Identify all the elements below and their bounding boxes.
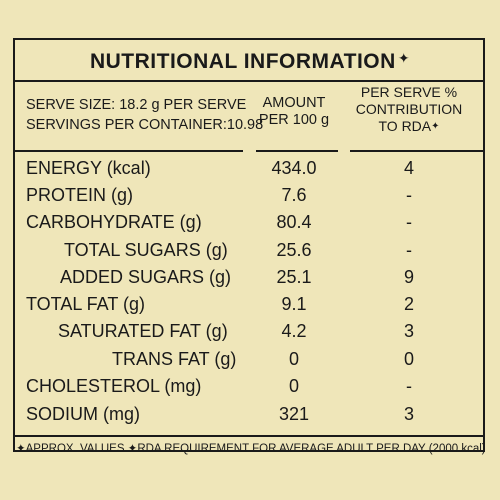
rda-percent: 0 [403, 349, 414, 369]
amount-per-100g: 434.0 [271, 158, 317, 178]
rda-percent: 3 [403, 321, 414, 341]
nutrient-label: CARBOHYDRATE (g) [26, 212, 202, 232]
amount-per-100g: 9.1 [281, 294, 307, 314]
amount-per-100g: 80.4 [276, 212, 312, 232]
nutrient-row-total-sugars: TOTAL SUGARS (g) 25.6 - [0, 237, 500, 265]
rda-header-line-3: TO RDA [378, 118, 432, 134]
nutrient-label: PROTEIN (g) [26, 185, 134, 205]
rda-header-line-2: CONTRIBUTION [355, 101, 463, 117]
rda-mark: ✦ [431, 121, 440, 132]
nutrient-row-carbohydrate: CARBOHYDRATE (g) 80.4 - [0, 209, 500, 237]
rda-percent: - [406, 240, 412, 260]
serve-size: SERVE SIZE: 18.2 g PER SERVE [26, 97, 247, 113]
nutrient-label: SATURATED FAT (g) [58, 321, 228, 341]
serving-info: SERVE SIZE: 18.2 g PER SERVE SERVINGS PE… [26, 95, 263, 135]
amount-per-100g: 4.2 [281, 321, 307, 341]
amount-per-100g: 0 [288, 349, 299, 369]
nutrient-row-energy: ENERGY (kcal) 434.0 4 [0, 155, 500, 183]
rda-header: PER SERVE % CONTRIBUTION TO RDA✦ [350, 84, 468, 135]
rda-percent: 9 [403, 267, 414, 287]
amount-header-line-2: PER 100 g [258, 112, 330, 128]
nutrient-label: TRANS FAT (g) [112, 349, 237, 369]
nutrient-label: ENERGY (kcal) [26, 158, 151, 178]
amount-per-100g: 25.6 [276, 240, 312, 260]
amount-per-100g: 7.6 [281, 185, 307, 205]
nutrient-row-saturated-fat: SATURATED FAT (g) 4.2 3 [0, 318, 500, 346]
nutrient-label: SODIUM (mg) [26, 404, 140, 424]
rda-percent: 3 [403, 404, 414, 424]
footnote: ✦APPROX. VALUES ✦RDA REQUIREMENT FOR AVE… [16, 443, 486, 455]
panel-title: NUTRITIONAL INFORMATION ✦ [0, 50, 500, 74]
servings-per-container: SERVINGS PER CONTAINER:10.98 [26, 117, 264, 133]
rda-header-line-1: PER SERVE % [360, 84, 458, 100]
nutrient-label: TOTAL SUGARS (g) [64, 240, 228, 260]
amount-header: AMOUNT PER 100 g [256, 95, 332, 129]
amount-per-100g: 0 [288, 376, 299, 396]
nutrient-label: CHOLESTEROL (mg) [26, 376, 202, 396]
nutrition-panel [13, 38, 485, 452]
nutrient-row-trans-fat: TRANS FAT (g) 0 0 [0, 346, 500, 374]
header-divider-right [350, 150, 485, 152]
nutrient-row-sodium: SODIUM (mg) 321 3 [0, 401, 500, 429]
nutrient-label: ADDED SUGARS (g) [60, 267, 232, 287]
nutrient-row-protein: PROTEIN (g) 7.6 - [0, 182, 500, 210]
rda-percent: - [406, 212, 412, 232]
title-mark: ✦ [397, 50, 411, 66]
header-divider-middle [256, 150, 338, 152]
amount-per-100g: 321 [278, 404, 310, 424]
nutrient-row-added-sugars: ADDED SUGARS (g) 25.1 9 [0, 264, 500, 292]
nutrient-label: TOTAL FAT (g) [26, 294, 146, 314]
rda-percent: 2 [403, 294, 414, 314]
header-divider-left [13, 150, 243, 152]
amount-per-100g: 25.1 [276, 267, 312, 287]
rda-percent: - [406, 376, 412, 396]
nutrient-row-total-fat: TOTAL FAT (g) 9.1 2 [0, 291, 500, 319]
amount-header-line-1: AMOUNT [262, 95, 326, 111]
rda-percent: - [406, 185, 412, 205]
rda-percent: 4 [403, 158, 414, 178]
title-text: NUTRITIONAL INFORMATION [89, 50, 396, 73]
nutrient-row-cholesterol: CHOLESTEROL (mg) 0 - [0, 373, 500, 401]
title-divider [13, 80, 485, 82]
footer-divider [13, 435, 485, 437]
